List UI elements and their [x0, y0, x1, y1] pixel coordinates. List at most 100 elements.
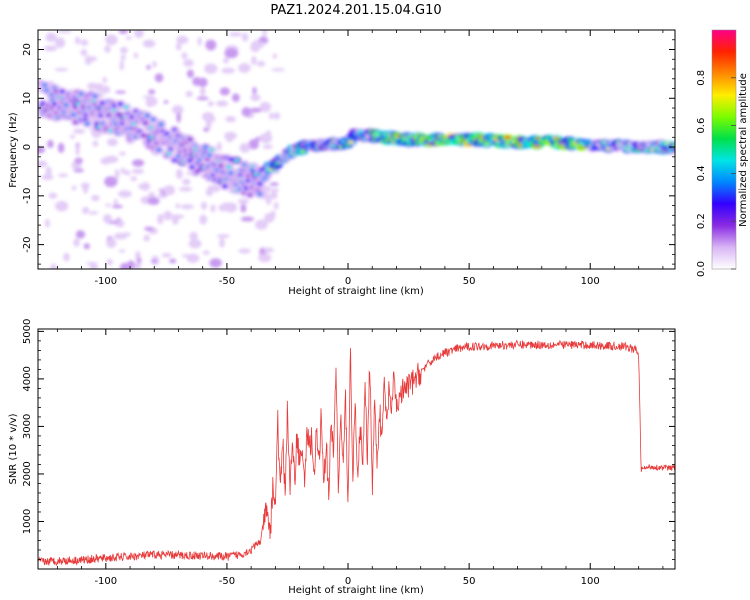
noise-blob	[146, 64, 151, 70]
noise-blob	[258, 253, 272, 263]
noise-blob	[219, 87, 230, 96]
colorbar-tick-label: 0.2	[696, 213, 707, 229]
noise-blob	[41, 174, 54, 181]
noise-blob	[238, 248, 251, 254]
noise-blob	[137, 257, 142, 264]
snr-x-label: Height of straight line (km)	[288, 585, 424, 596]
noise-blob	[100, 157, 112, 165]
noise-blob	[270, 210, 276, 220]
noise-blob	[273, 112, 281, 120]
x-tick-label: 50	[463, 276, 476, 287]
noise-blob	[186, 69, 194, 78]
noise-blob	[270, 191, 278, 200]
noise-blob	[154, 73, 164, 83]
y-tick-label: 10	[22, 92, 33, 105]
noise-blob	[151, 259, 158, 264]
noise-blob	[127, 260, 135, 269]
noise-blob	[169, 258, 177, 264]
ridge-core	[117, 101, 123, 106]
x-tick-label: 100	[581, 276, 600, 287]
spectrogram-y-label: Frequency (Hz)	[8, 112, 19, 188]
noise-blob	[73, 238, 80, 247]
noise-blob	[186, 171, 193, 176]
spectrogram-y-axis: -20 -10 0 10 20	[22, 29, 675, 265]
x-tick-label: 0	[345, 576, 351, 587]
noise-blob	[197, 77, 208, 88]
noise-blob	[255, 136, 261, 142]
colorbar-ticks: 0.0 0.2 0.4 0.6 0.8	[696, 70, 736, 277]
y-tick-label: 1000	[22, 509, 33, 534]
spectrogram-x-label: Height of straight line (km)	[288, 286, 424, 297]
noise-blob	[215, 100, 229, 107]
noise-blob	[143, 234, 150, 242]
ridge-core	[357, 129, 364, 134]
noise-blob	[210, 204, 216, 213]
noise-blob	[209, 258, 222, 268]
y-tick-label: 20	[22, 43, 33, 56]
noise-blob	[89, 263, 98, 269]
noise-blob	[205, 118, 212, 130]
ridge-core	[156, 147, 162, 152]
noise-blob	[199, 214, 208, 225]
ridge-core	[257, 181, 263, 186]
noise-blob	[176, 112, 181, 123]
noise-blob	[119, 46, 128, 54]
noise-blob	[80, 49, 88, 57]
noise-blob	[188, 239, 202, 249]
noise-blob	[74, 157, 83, 164]
noise-blob	[48, 192, 58, 199]
ridge-core	[189, 165, 195, 170]
noise-blob	[83, 243, 91, 250]
noise-blob	[45, 218, 50, 228]
noise-blob	[163, 185, 176, 196]
noise-blob	[202, 250, 210, 255]
noise-blob	[176, 35, 189, 44]
noise-blob	[263, 247, 274, 253]
ridge-core	[566, 138, 574, 142]
noise-blob	[88, 211, 99, 215]
noise-blob	[84, 55, 93, 65]
noise-blob	[271, 68, 286, 72]
y-tick-label: 3000	[22, 414, 33, 439]
noise-blob	[216, 142, 222, 152]
noise-blob	[242, 32, 249, 42]
noise-blob	[272, 53, 278, 59]
noise-blob	[133, 52, 139, 59]
snr-frame	[37, 328, 676, 570]
noise-blob	[57, 173, 69, 178]
snr-line	[38, 339, 675, 566]
noise-blob	[120, 167, 126, 175]
noise-blob	[222, 202, 230, 209]
noise-blob	[228, 32, 243, 37]
noise-blob	[238, 62, 251, 73]
noise-blob	[134, 30, 144, 38]
noise-blob	[259, 133, 273, 144]
noise-blob	[175, 168, 183, 180]
noise-blob	[200, 201, 208, 210]
noise-blob	[111, 204, 124, 209]
noise-blob	[147, 197, 160, 206]
snr-y-axis: 1000 2000 3000 4000 5000	[22, 319, 675, 560]
ridge-core	[187, 137, 193, 142]
noise-blob	[118, 190, 132, 198]
y-tick-label: 4000	[22, 366, 33, 391]
noise-blob	[113, 232, 128, 240]
noise-blob	[45, 32, 57, 43]
noise-blob	[91, 194, 100, 202]
noise-blob	[103, 214, 112, 224]
x-tick-label: 100	[581, 576, 600, 587]
noise-blob	[163, 210, 173, 221]
noise-blob	[262, 144, 273, 149]
spectrogram-x-axis: -100 -50 0 50 100	[56, 30, 664, 287]
colorbar-tick-label: 0.0	[696, 261, 707, 277]
noise-blob	[120, 54, 126, 61]
snr-x-axis: -100 -50 0 50 100	[56, 329, 664, 587]
spectrogram-blobs	[38, 30, 675, 269]
ridge-core	[226, 165, 232, 170]
noise-blob	[54, 68, 69, 72]
noise-blob	[142, 39, 156, 48]
ridge-core	[143, 121, 149, 126]
noise-blob	[55, 200, 69, 212]
spectrogram-frame	[37, 29, 676, 270]
